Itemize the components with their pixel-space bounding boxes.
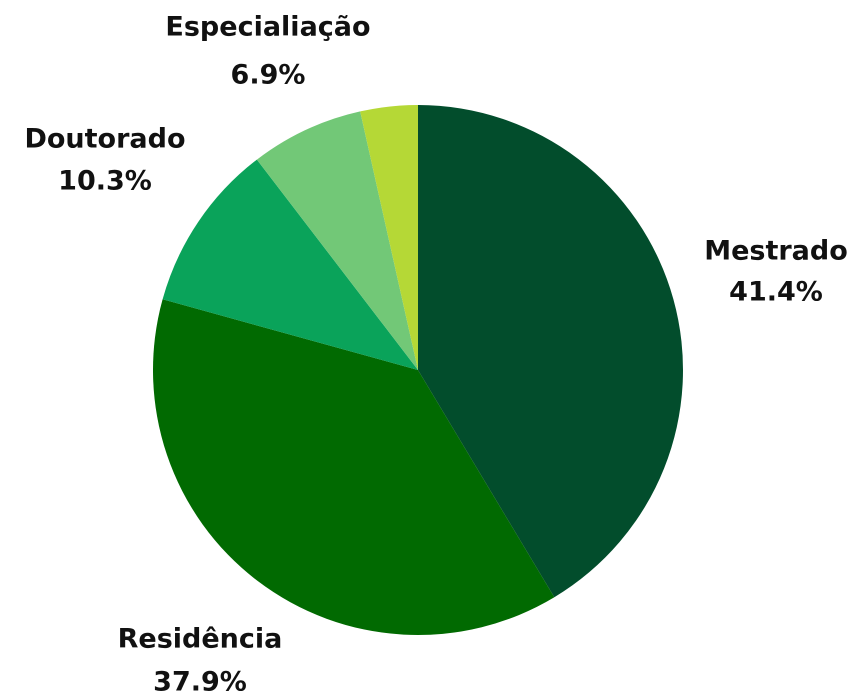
slice-value-label: 6.9% xyxy=(231,60,306,91)
slice-value-label: 10.3% xyxy=(58,166,152,197)
pie-slice xyxy=(360,105,418,370)
slice-label: Mestrado xyxy=(704,236,848,267)
slice-value-label: 41.4% xyxy=(729,277,823,308)
slice-label: Especialiação xyxy=(165,12,370,43)
slice-label: Doutorado xyxy=(24,124,185,155)
pie-slice xyxy=(152,299,555,636)
slice-label: Residência xyxy=(118,624,283,655)
pie-slice xyxy=(256,111,418,371)
pie-slice xyxy=(418,105,684,598)
slice-value-label: 37.9% xyxy=(153,667,247,698)
pie-slice xyxy=(162,159,418,370)
